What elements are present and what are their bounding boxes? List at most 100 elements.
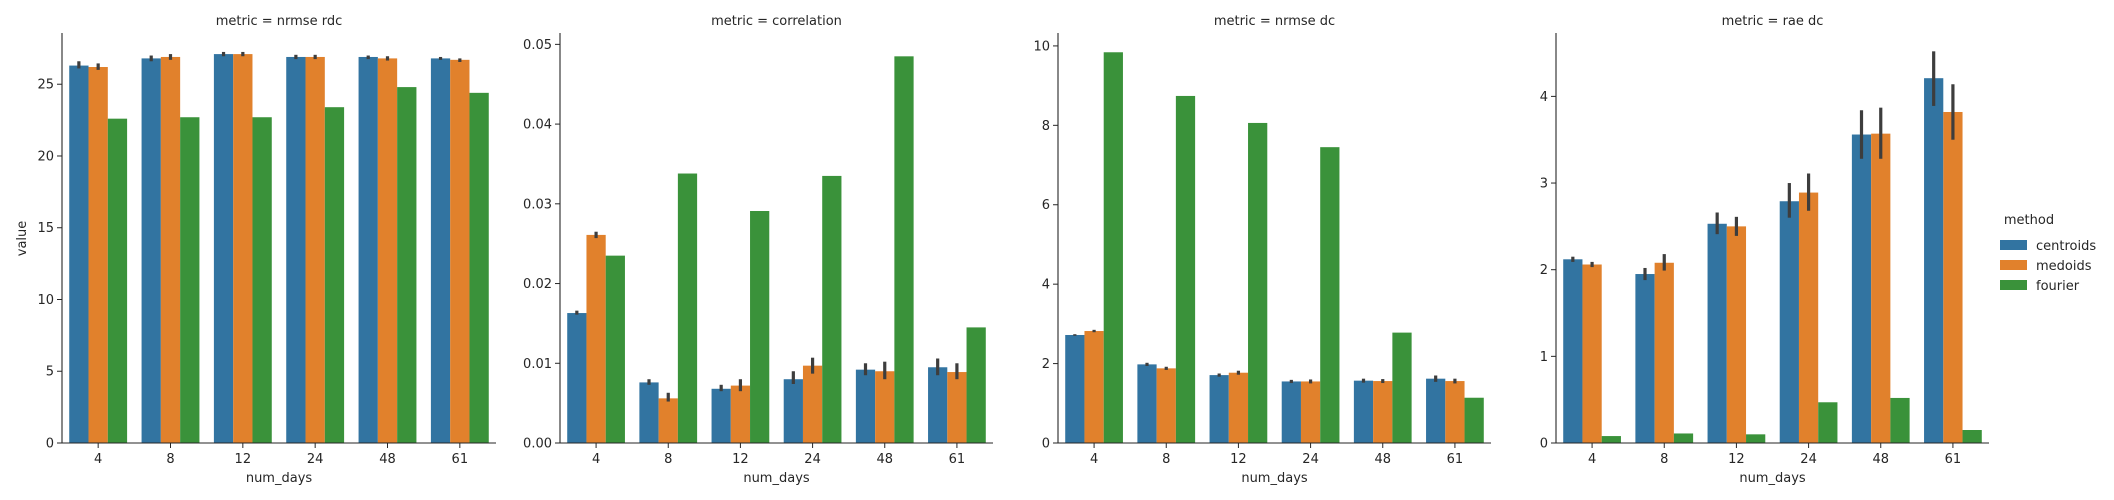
bar-centroids-8 xyxy=(639,382,659,443)
x-tick-label: 8 xyxy=(664,452,672,467)
x-tick-label: 61 xyxy=(949,452,966,467)
bar-medoids-24 xyxy=(1798,192,1819,443)
bar-fourier-12 xyxy=(750,210,770,443)
bar-fourier-48 xyxy=(1392,332,1412,443)
bar-fourier-48 xyxy=(397,87,417,444)
bar-medoids-48 xyxy=(1871,133,1891,443)
legend-label-centroids: centroids xyxy=(2036,239,2096,254)
bar-medoids-48 xyxy=(875,371,895,443)
bar-fourier-8 xyxy=(1175,95,1196,444)
bar-centroids-8 xyxy=(1137,364,1157,443)
x-tick-label: 12 xyxy=(1230,452,1247,467)
legend-label-medoids: medoids xyxy=(2036,259,2092,274)
bar-medoids-8 xyxy=(658,398,678,443)
y-tick-label: 0.02 xyxy=(523,277,552,292)
bar-centroids-48 xyxy=(358,56,378,444)
bar-fourier-4 xyxy=(107,118,128,444)
bar-fourier-61 xyxy=(469,92,489,444)
x-tick-label: 48 xyxy=(379,452,396,467)
bar-fourier-24 xyxy=(822,175,842,443)
y-tick-label: 8 xyxy=(1042,119,1050,134)
bar-medoids-12 xyxy=(1726,226,1747,443)
bar-centroids-12 xyxy=(213,54,234,444)
bar-centroids-61 xyxy=(430,58,451,444)
y-tick-label: 10 xyxy=(37,293,54,308)
x-tick-label: 24 xyxy=(1800,452,1817,467)
bar-medoids-12 xyxy=(233,54,253,444)
bar-fourier-12 xyxy=(1746,434,1766,443)
y-tick-label: 0.01 xyxy=(523,357,552,372)
bar-medoids-24 xyxy=(305,56,325,444)
y-tick-label: 20 xyxy=(37,149,54,164)
bar-fourier-8 xyxy=(677,173,698,444)
bar-medoids-12 xyxy=(1228,372,1249,443)
bar-fourier-24 xyxy=(1320,147,1340,443)
y-tick-label: 5 xyxy=(46,365,54,380)
y-tick-label: 4 xyxy=(1540,90,1548,105)
bar-medoids-8 xyxy=(160,56,181,444)
bar-fourier-48 xyxy=(894,56,914,444)
bar-centroids-4 xyxy=(1065,334,1085,443)
bar-centroids-12 xyxy=(711,388,731,443)
panel-title: metric = rae dc xyxy=(1722,14,1824,29)
y-tick-label: 0 xyxy=(1540,437,1548,452)
bar-centroids-48 xyxy=(1851,134,1872,443)
bar-fourier-61 xyxy=(1464,397,1484,443)
x-tick-label: 24 xyxy=(307,452,324,467)
bar-medoids-4 xyxy=(586,234,606,443)
bar-medoids-48 xyxy=(1373,381,1393,443)
bar-centroids-48 xyxy=(1353,380,1374,443)
bar-medoids-24 xyxy=(1300,381,1321,443)
bar-medoids-4 xyxy=(1084,331,1104,443)
y-tick-label: 2 xyxy=(1042,357,1050,372)
y-tick-label: 0 xyxy=(1042,437,1050,452)
panel-2: metric = correlation 0.00 0.01 0.02 0.03 0.04… xyxy=(523,14,993,486)
x-tick-label: 24 xyxy=(1302,452,1319,467)
bar-medoids-4 xyxy=(88,67,108,443)
x-tick-label: 48 xyxy=(1872,452,1889,467)
x-axis-label: num_days xyxy=(743,471,810,486)
y-tick-label: 0.04 xyxy=(523,118,552,133)
bar-medoids-61 xyxy=(450,59,470,444)
x-tick-label: 4 xyxy=(592,452,600,467)
y-tick-label: 0.05 xyxy=(523,38,552,53)
bar-medoids-24 xyxy=(802,365,823,443)
legend-swatch-centroids xyxy=(2000,240,2027,250)
bar-fourier-61 xyxy=(966,327,986,443)
bar-centroids-61 xyxy=(1426,378,1446,443)
bar-centroids-12 xyxy=(1209,375,1229,443)
x-tick-label: 12 xyxy=(235,452,252,467)
bar-medoids-61 xyxy=(1445,381,1465,443)
panel-title: metric = nrmse rdc xyxy=(216,14,342,29)
x-tick-label: 4 xyxy=(1090,452,1098,467)
bar-medoids-61 xyxy=(947,372,967,443)
x-tick-label: 8 xyxy=(166,452,174,467)
x-tick-label: 24 xyxy=(804,452,821,467)
x-tick-label: 8 xyxy=(1162,452,1170,467)
bar-centroids-24 xyxy=(286,56,306,444)
panel-title: metric = correlation xyxy=(711,14,842,29)
bar-centroids-4 xyxy=(567,313,587,443)
bar-medoids-8 xyxy=(1156,368,1176,443)
y-tick-label: 0 xyxy=(46,437,54,452)
legend-title: method xyxy=(2004,213,2054,228)
legend: method centroids medoids fourier xyxy=(2000,213,2096,294)
bar-centroids-8 xyxy=(1635,274,1655,443)
bar-fourier-4 xyxy=(605,255,625,443)
bar-fourier-12 xyxy=(1248,122,1268,443)
legend-label-fourier: fourier xyxy=(2036,279,2080,294)
bar-fourier-48 xyxy=(1890,397,1910,443)
y-tick-label: 1 xyxy=(1540,350,1548,365)
x-tick-label: 61 xyxy=(452,452,469,467)
bar-fourier-4 xyxy=(1103,52,1123,443)
bar-fourier-8 xyxy=(1673,433,1694,443)
x-tick-label: 4 xyxy=(1588,452,1596,467)
bar-medoids-4 xyxy=(1582,264,1602,443)
y-tick-label: 15 xyxy=(37,221,54,236)
bar-fourier-24 xyxy=(324,107,345,443)
y-axis-label: value xyxy=(15,221,30,257)
x-tick-label: 4 xyxy=(94,452,102,467)
x-axis-label: num_days xyxy=(1739,471,1806,486)
